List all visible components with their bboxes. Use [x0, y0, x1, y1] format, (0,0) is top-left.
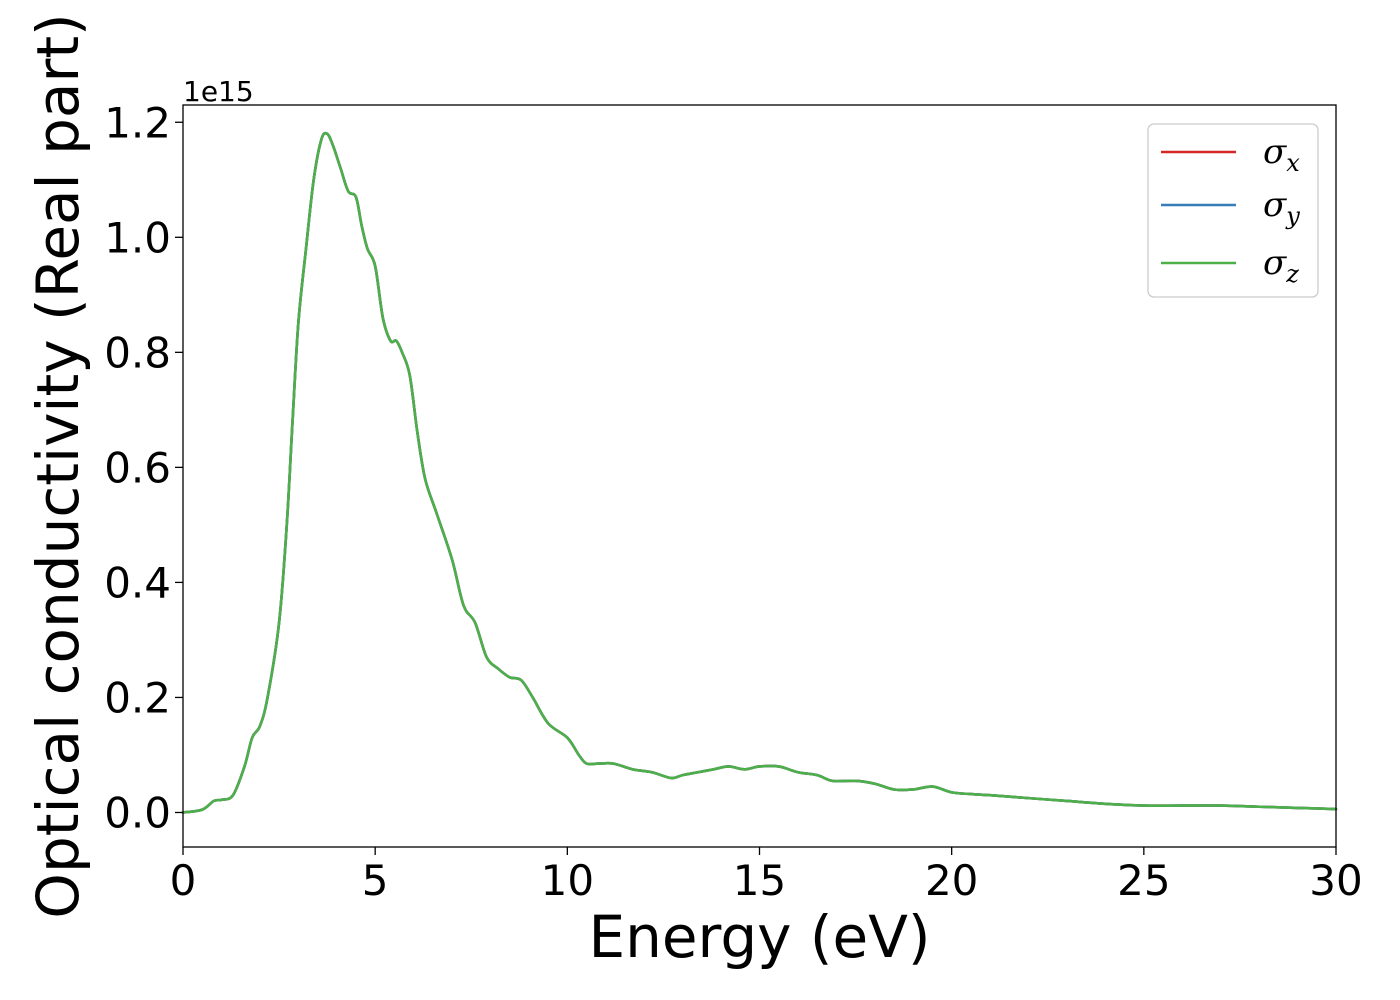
- x-tick-label: 25: [1117, 856, 1170, 905]
- legend-subscript: z: [1285, 260, 1299, 288]
- y-tick-label: 0.6: [104, 443, 171, 492]
- legend-subscript: x: [1286, 149, 1300, 177]
- y-axis-ticks: 0.0 0.2 0.4 0.6 0.8 1.0 1.2: [104, 98, 183, 837]
- legend-symbol: σ: [1263, 243, 1287, 283]
- x-tick-label: 15: [733, 856, 786, 905]
- x-tick-label: 5: [362, 856, 389, 905]
- legend-box: [1147, 123, 1319, 298]
- y-axis-offset-label: 1e15: [183, 75, 254, 108]
- x-axis-label: Energy (eV): [588, 903, 930, 971]
- series-line-z: [181, 131, 1338, 814]
- y-tick-label: 0.4: [104, 558, 171, 607]
- legend-symbol: σ: [1263, 185, 1287, 225]
- legend-entry-y: σy: [1263, 185, 1300, 230]
- y-tick-label: 0.2: [104, 673, 171, 722]
- legend-entry-z: σz: [1263, 243, 1299, 288]
- legend-symbol: σ: [1263, 132, 1287, 172]
- x-tick-label: 10: [541, 856, 594, 905]
- legend-subscript: y: [1285, 202, 1300, 230]
- y-tick-label: 1.0: [104, 213, 171, 262]
- x-axis-ticks: 0 5 10 15 20 25 30: [170, 847, 1363, 905]
- legend-entry-x: σx: [1263, 132, 1300, 177]
- plot-lines: [181, 131, 1338, 814]
- y-tick-label: 0.0: [104, 788, 171, 837]
- x-tick-label: 30: [1309, 856, 1362, 905]
- x-tick-label: 20: [925, 856, 978, 905]
- y-axis-label: Optical conductivity (Real part): [24, 13, 92, 918]
- x-tick-label: 0: [170, 856, 197, 905]
- y-tick-label: 1.2: [104, 98, 171, 147]
- y-tick-label: 0.8: [104, 328, 171, 377]
